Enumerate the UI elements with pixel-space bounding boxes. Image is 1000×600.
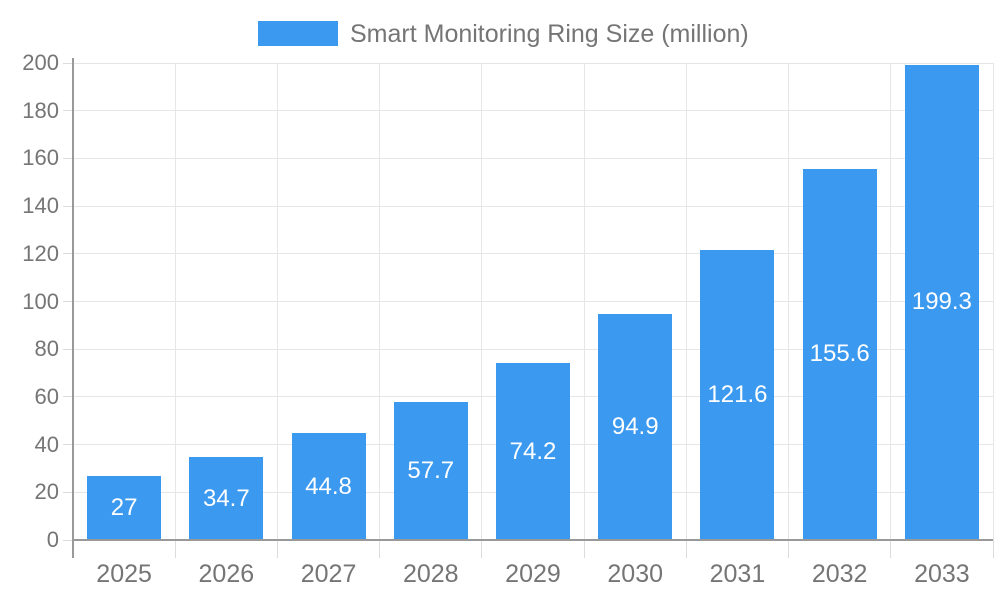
y-tick-label: 180: [22, 97, 59, 123]
y-tick: [63, 491, 73, 493]
h-gridline: [73, 110, 993, 112]
chart-legend[interactable]: Smart Monitoring Ring Size (million): [0, 0, 1000, 56]
bar-2033[interactable]: [904, 64, 979, 540]
y-axis-line: [72, 58, 74, 558]
y-tick-label: 80: [34, 336, 59, 362]
y-tick-label: 100: [22, 288, 59, 314]
v-gridline: [685, 63, 687, 540]
y-tick-label: 60: [34, 383, 59, 409]
bar-2029[interactable]: [496, 363, 570, 540]
y-tick: [63, 539, 73, 541]
bar-value-label: 199.3: [911, 288, 972, 316]
v-gridline: [276, 63, 278, 540]
x-tick-label: 2028: [402, 560, 459, 588]
y-tick-label: 200: [22, 50, 59, 75]
x-tick-label: 2032: [811, 560, 868, 588]
x-tick-label: 2030: [607, 560, 664, 588]
y-tick: [63, 62, 73, 64]
x-tick-label: 2027: [300, 560, 357, 588]
bar-value-label: 34.7: [202, 484, 250, 512]
bar-2028[interactable]: [393, 402, 468, 540]
y-tick: [63, 348, 73, 350]
y-tick-label: 20: [34, 479, 59, 505]
bar-value-label: 94.9: [611, 412, 659, 440]
y-tick: [63, 396, 73, 398]
x-tick: [992, 540, 994, 558]
bar-value-label: 57.7: [407, 457, 455, 485]
x-tick: [379, 540, 381, 558]
h-gridline: [73, 301, 993, 302]
bar-2026[interactable]: [189, 457, 264, 540]
x-tick: [174, 540, 176, 558]
h-gridline: [73, 205, 993, 207]
h-gridline: [73, 253, 993, 255]
y-tick: [63, 205, 73, 207]
y-tick: [63, 110, 73, 112]
v-gridline: [890, 63, 892, 540]
x-tick-label: 2029: [505, 560, 561, 588]
v-gridline: [481, 63, 483, 540]
v-gridline: [992, 63, 994, 540]
x-tick-label: 2026: [198, 560, 255, 588]
x-tick-label: 2031: [709, 560, 766, 588]
y-tick-label: 40: [34, 431, 59, 457]
x-tick-label: 2025: [96, 560, 152, 588]
bar-value-label: 27: [110, 493, 138, 521]
bar-2030[interactable]: [598, 313, 673, 540]
x-tick-label: 2033: [914, 560, 970, 588]
v-gridline: [174, 63, 176, 540]
y-tick: [63, 301, 73, 302]
bar-2025[interactable]: [87, 475, 162, 540]
y-tick-label: 0: [46, 527, 59, 552]
x-tick: [890, 540, 892, 558]
y-tick-label: 120: [22, 240, 59, 266]
h-gridline: [73, 62, 993, 64]
v-gridline: [583, 63, 585, 540]
x-tick: [276, 540, 278, 558]
x-tick: [583, 540, 585, 558]
h-gridline: [73, 348, 993, 350]
y-tick: [63, 157, 73, 159]
v-gridline: [379, 63, 381, 540]
bar-2032[interactable]: [802, 168, 877, 540]
bar-value-label: 155.6: [809, 340, 870, 368]
y-tick: [63, 444, 73, 446]
v-gridline: [788, 63, 790, 540]
bar-value-label: 121.6: [707, 380, 768, 408]
x-tick: [685, 540, 687, 558]
bar-2031[interactable]: [700, 249, 775, 540]
bar-value-label: 74.2: [509, 437, 557, 465]
legend-swatch: [258, 21, 338, 46]
x-tick: [481, 540, 483, 558]
y-tick-label: 140: [22, 193, 59, 219]
y-tick: [63, 253, 73, 255]
y-tick-label: 160: [22, 145, 59, 171]
bar-2027[interactable]: [291, 433, 366, 540]
x-axis-line: [72, 539, 993, 541]
bar-value-label: 44.8: [305, 472, 352, 500]
h-gridline: [73, 157, 993, 159]
x-tick: [788, 540, 790, 558]
legend-label: Smart Monitoring Ring Size (million): [350, 20, 749, 48]
